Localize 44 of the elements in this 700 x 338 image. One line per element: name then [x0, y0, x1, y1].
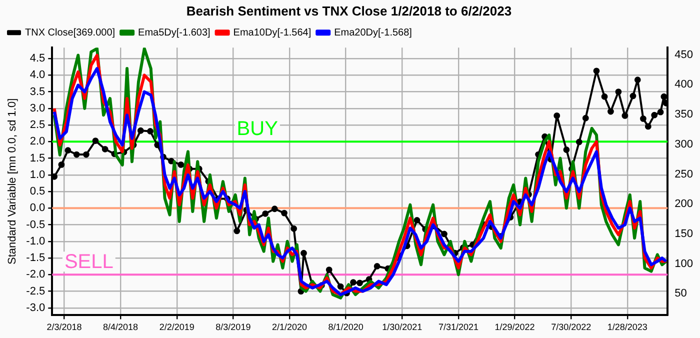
y-tick-label: -2.5: [26, 285, 46, 298]
y-tick-label: 2.5: [30, 119, 46, 132]
legend-label: Ema5Dy[-1.603]: [138, 27, 211, 38]
x-tick-label: 1/28/2023: [607, 322, 648, 332]
x-tick-label: 2/3/2018: [46, 322, 82, 332]
y2-tick-label: 150: [674, 228, 694, 240]
y2-tick-label: 250: [674, 168, 694, 180]
x-tick-label: 8/4/2018: [103, 322, 138, 332]
y-tick-label: -1.5: [26, 252, 46, 264]
legend-label: TNX Close[369.000]: [25, 27, 116, 38]
legend-label: Ema20Dy[-1.568]: [334, 27, 412, 38]
y2-tick-label: 100: [674, 258, 694, 270]
y-tick-label: 0.5: [30, 186, 46, 198]
chart-title: Bearish Sentiment vs TNX Close 1/2/2018 to 6/2/2023: [186, 3, 512, 18]
y2-tick-label: 50: [674, 288, 687, 300]
x-tick-label: 7/30/2022: [551, 322, 592, 332]
y-tick-label: 3.0: [30, 102, 46, 114]
y-axis-title: Standard Variable [mn 0.0, sd 1.0]: [6, 98, 19, 264]
y2-tick-label: 200: [674, 198, 694, 210]
ref-line-label: SELL: [64, 251, 114, 274]
y2-tick-label: 300: [674, 138, 694, 150]
y-tick-label: -3.0: [26, 302, 46, 314]
x-tick-label: 8/3/2019: [216, 322, 251, 332]
y2-tick-label: 350: [674, 108, 694, 121]
y-tick-label: -2.0: [26, 268, 46, 281]
y-tick-label: -0.5: [26, 218, 46, 231]
y-tick-label: 4.5: [30, 52, 46, 65]
x-tick-label: 1/29/2022: [494, 322, 535, 332]
y2-tick-label: 400: [674, 78, 694, 91]
y-tick-label: 2.0: [30, 136, 46, 148]
y-tick-label: 4.0: [30, 69, 46, 82]
x-tick-label: 7/31/2021: [438, 322, 478, 332]
legend-label: Ema10Dy[-1.564]: [233, 27, 312, 38]
x-tick-label: 2/1/2020: [272, 322, 308, 332]
x-tick-label: 2/2/2019: [159, 322, 194, 332]
y-tick-label: 3.5: [30, 86, 46, 98]
y-tick-label: 1.0: [30, 168, 46, 181]
y-tick-label: -1.0: [26, 235, 46, 248]
ref-line-label: BUY: [236, 118, 278, 140]
y-tick-label: 1.5: [30, 152, 46, 164]
y-tick-label: 0.0: [30, 202, 46, 214]
y2-tick-label: 450: [674, 48, 694, 61]
x-tick-label: 8/1/2020: [328, 322, 364, 332]
x-tick-label: 1/30/2021: [382, 322, 422, 332]
